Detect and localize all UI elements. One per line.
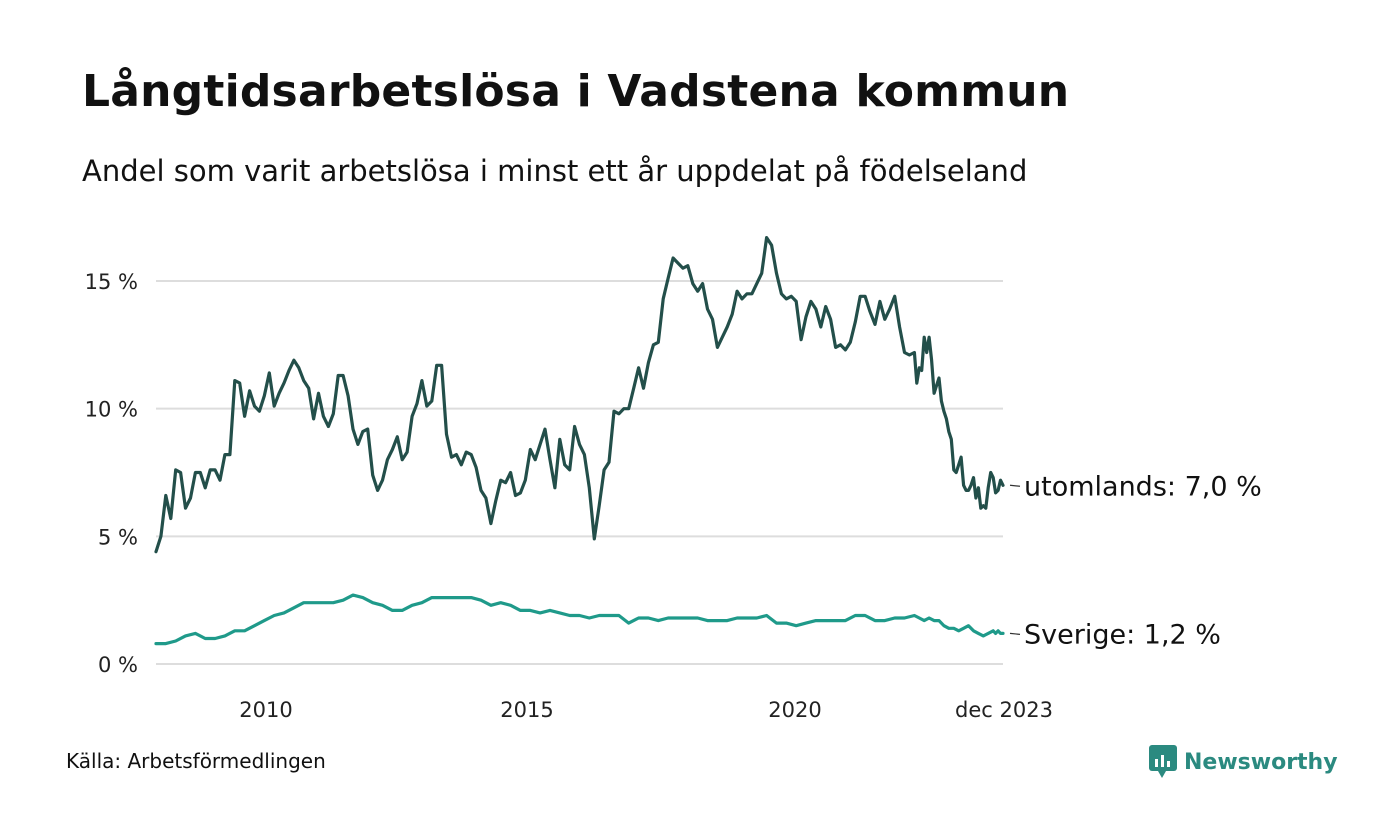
y-axis-ticks: 0 % 5 % 10 % 15 % [85, 270, 138, 677]
brand-name: Newsworthy [1184, 749, 1338, 775]
series-end-labels: utomlands: 7,0 % Sverige: 1,2 % [1009, 471, 1262, 650]
chart-subtitle: Andel som varit arbetslösa i minst ett å… [82, 154, 1028, 188]
x-tick-label: 2020 [768, 698, 821, 722]
x-tick-label: 2010 [239, 698, 292, 722]
series-lines [154, 236, 1005, 646]
y-tick-label: 0 % [98, 653, 138, 677]
series-line-utomlands [154, 236, 1005, 554]
series-line-sverige [154, 593, 1005, 646]
y-tick-label: 10 % [85, 398, 138, 422]
end-label-leader [1009, 484, 1021, 487]
brand-logo[interactable]: Newsworthy [1148, 744, 1338, 780]
y-tick-label: 5 % [98, 525, 138, 549]
end-label-leader [1009, 632, 1021, 635]
x-axis-ticks: 2010 2015 2020 dec 2023 [239, 698, 1053, 722]
y-tick-label: 15 % [85, 270, 138, 294]
grid-lines [156, 280, 1003, 665]
newsworthy-logo-icon [1149, 745, 1177, 778]
source-note: Källa: Arbetsförmedlingen [66, 749, 326, 773]
x-tick-label: 2015 [500, 698, 553, 722]
chart-title: Långtidsarbetslösa i Vadstena kommun [82, 66, 1070, 117]
end-label-utomlands: utomlands: 7,0 % [1024, 471, 1262, 502]
x-tick-label: dec 2023 [955, 698, 1053, 722]
end-label-sverige: Sverige: 1,2 % [1024, 619, 1221, 650]
